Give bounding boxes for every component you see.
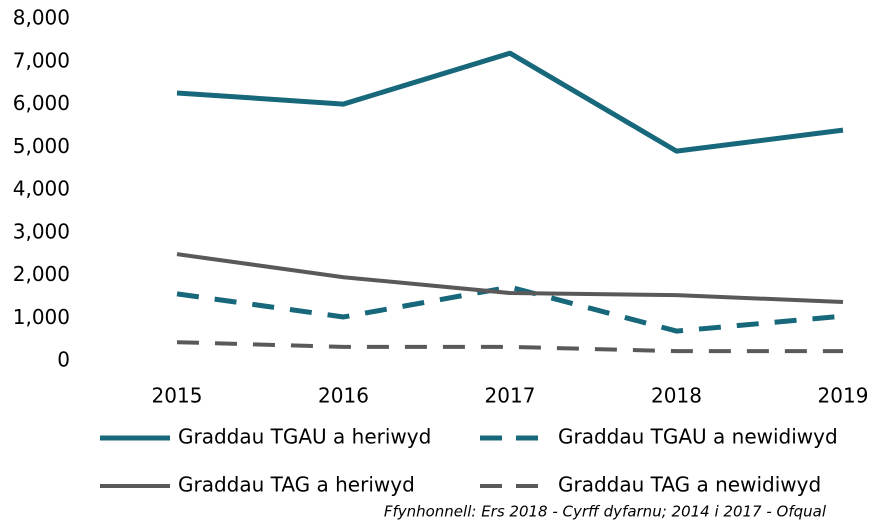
y-tick-label: 2,000 bbox=[13, 262, 70, 286]
y-tick-label: 3,000 bbox=[13, 219, 70, 243]
source-note: Ffynhonnell: Ers 2018 - Cyrff dyfarnu; 2… bbox=[384, 503, 827, 521]
series-line bbox=[176, 340, 843, 354]
y-tick-label: 1,000 bbox=[13, 305, 70, 329]
y-tick-label: 7,000 bbox=[13, 48, 70, 72]
y-tick-label: 6,000 bbox=[13, 91, 70, 115]
y-tick-label: 8,000 bbox=[13, 6, 70, 30]
legend-label: Graddau TAG a heriwyd bbox=[178, 473, 415, 497]
y-tick-label: 4,000 bbox=[13, 177, 70, 201]
x-tick-label: 2015 bbox=[152, 384, 203, 408]
legend-label: Graddau TAG a newidiwyd bbox=[558, 473, 821, 497]
x-tick-label: 2017 bbox=[485, 384, 536, 408]
x-tick-label: 2018 bbox=[651, 384, 702, 408]
legend-label: Graddau TGAU a heriwyd bbox=[178, 425, 431, 449]
y-tick-label: 0 bbox=[57, 348, 70, 372]
x-tick-label: 2019 bbox=[818, 384, 869, 408]
legend-label: Graddau TGAU a newidiwyd bbox=[558, 425, 838, 449]
y-tick-label: 5,000 bbox=[13, 134, 70, 158]
series-line bbox=[176, 50, 844, 154]
series-line bbox=[176, 252, 844, 305]
x-tick-label: 2016 bbox=[318, 384, 369, 408]
